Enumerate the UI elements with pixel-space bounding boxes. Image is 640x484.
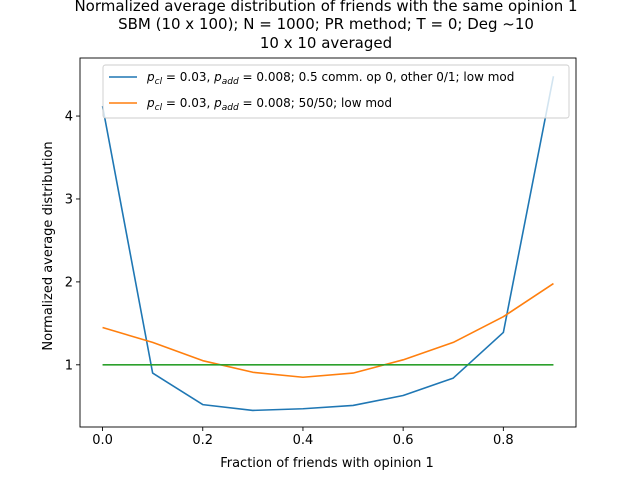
- axes-frame: [79, 57, 577, 428]
- y-tick-label: 3: [65, 192, 73, 207]
- chart-title-line-3: 10 x 10 averaged: [260, 34, 392, 52]
- y-tick-label: 1: [65, 358, 73, 373]
- x-tick-label: 0.6: [393, 433, 414, 448]
- chart-title-line-2: SBM (10 x 100); N = 1000; PR method; T =…: [118, 15, 534, 33]
- chart-title-line-1: Normalized average distribution of frien…: [74, 0, 577, 15]
- axes-layer: 0.0 0.2 0.4 0.6 0.8 1 2 3 4: [65, 57, 577, 448]
- y-tick-label: 4: [65, 110, 73, 125]
- x-tick-label: 0.8: [493, 433, 514, 448]
- series-layer: [101, 76, 555, 412]
- legend: pcl = 0.03, padd = 0.008; 0.5 comm. op 0…: [102, 64, 570, 119]
- y-axis-label: Normalized average distribution: [41, 141, 56, 350]
- x-tick-label: 0.2: [192, 433, 213, 448]
- x-tick-label: 0.4: [293, 433, 314, 448]
- legend-box: [102, 64, 570, 119]
- x-tick-label: 0.0: [92, 433, 113, 448]
- y-tick-label: 2: [65, 275, 73, 290]
- legend-entry-label: pcl = 0.03, padd = 0.008; 0.5 comm. op 0…: [146, 70, 514, 87]
- series-line-1: [102, 282, 554, 379]
- legend-entry-label: pcl = 0.03, padd = 0.008; 50/50; low mod: [146, 96, 392, 113]
- series-line-0: [101, 76, 555, 412]
- x-axis-label: Fraction of friends with opinion 1: [220, 456, 434, 471]
